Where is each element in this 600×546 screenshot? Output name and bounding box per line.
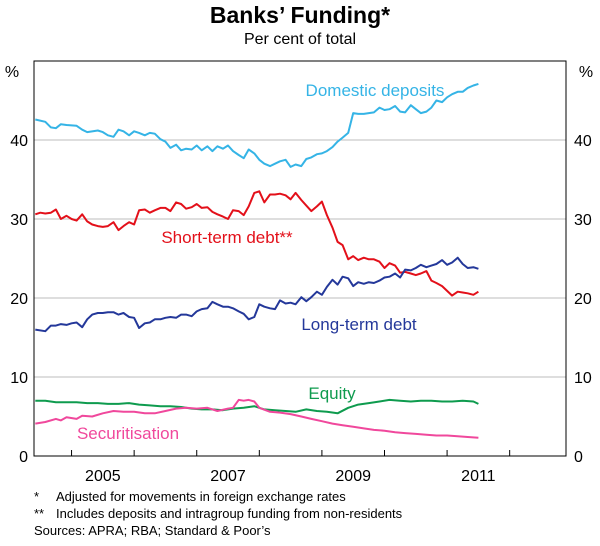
y-tick-label-right-40: 40 (574, 133, 592, 150)
footnote-1-mark: * (34, 489, 40, 504)
y-unit-label-left: % (5, 64, 19, 81)
x-tick-label-2009: 2009 (335, 468, 371, 485)
x-tick-label-2007: 2007 (210, 468, 246, 485)
y-tick-label-left-0: 0 (19, 449, 28, 466)
series-line-equity (35, 398, 479, 415)
y-tick-label-left-20: 20 (10, 291, 28, 308)
y-tick-label-right-10: 10 (574, 370, 592, 387)
x-tick-label-2005: 2005 (85, 468, 121, 485)
footnote-2-mark: ** (34, 506, 45, 521)
chart-title: Banks’ Funding* (209, 2, 391, 28)
footnote-1: * Adjusted for movements in foreign excha… (34, 488, 402, 505)
series-label-equity: Equity (308, 384, 356, 403)
series-label-long-term-debt: Long-term debt (301, 315, 417, 334)
sources-note: Sources: APRA; RBA; Standard & Poor’s (34, 523, 271, 538)
footnote-2-text: Includes deposits and intragroup funding… (56, 506, 403, 521)
y-tick-label-right-20: 20 (574, 291, 592, 308)
y-unit-label-right: % (579, 64, 593, 81)
footnote-1-text: Adjusted for movements in foreign exchan… (56, 489, 346, 504)
y-tick-label-right-30: 30 (574, 212, 592, 229)
y-tick-label-right-0: 0 (574, 449, 583, 466)
plot-frame (33, 60, 567, 457)
y-tick-label-left-40: 40 (10, 133, 28, 150)
y-tick-label-left-30: 30 (10, 212, 28, 229)
series-line-domestic-deposits (35, 82, 479, 168)
series-line-securitisation (35, 398, 479, 439)
y-tick-label-left-10: 10 (10, 370, 28, 387)
x-tick-label-2011: 2011 (461, 468, 496, 485)
footnote-2: ** Includes deposits and intragroup fundi… (34, 505, 402, 522)
series-label-securitisation: Securitisation (77, 424, 179, 443)
series-line-long-term-debt (35, 256, 479, 333)
series-label-short-term-debt: Short-term debt** (161, 228, 293, 247)
chart-notes: * Adjusted for movements in foreign excha… (34, 488, 402, 539)
chart-subtitle: Per cent of total (243, 31, 357, 48)
series-label-domestic-deposits: Domestic deposits (306, 81, 445, 100)
